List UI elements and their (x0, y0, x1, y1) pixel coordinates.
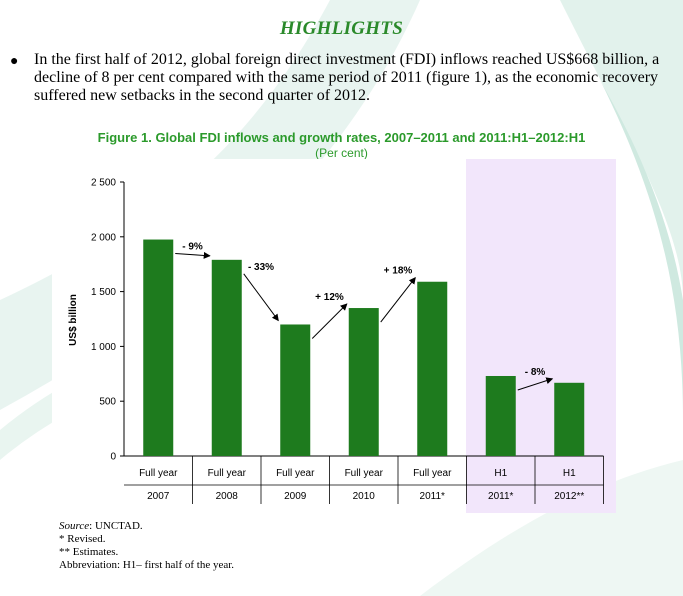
x-tick-label-line2: 2012** (554, 491, 584, 502)
revised-note: * Revised. (59, 533, 106, 545)
x-tick-label-line2: 2009 (284, 491, 307, 502)
growth-rate-label: + 18% (384, 266, 413, 277)
growth-rate-label: - 9% (182, 242, 203, 253)
y-tick-label: 500 (99, 397, 116, 408)
growth-arrow (380, 276, 416, 323)
y-tick-label: 2 500 (91, 178, 116, 189)
x-tick-label-line2: 2007 (147, 491, 170, 502)
growth-rate-label: - 33% (248, 262, 274, 273)
growth-rate-label: + 12% (315, 292, 344, 303)
growth-rate-label: - 8% (525, 367, 546, 378)
bar-5 (485, 375, 516, 456)
source-value: : UNCTAD. (89, 520, 143, 532)
source-label: Source (59, 520, 90, 532)
figure-subtitle: (Per cent) (315, 146, 368, 160)
page-heading: HIGHLIGHTS (279, 18, 404, 39)
bar-3 (348, 308, 379, 456)
growth-arrow (517, 377, 554, 391)
abbreviation-note: Abbreviation: H1– first half of the year… (59, 559, 235, 571)
y-tick-label: 1 000 (91, 342, 116, 353)
growth-arrow (311, 303, 348, 339)
x-tick-label-line2: 2010 (353, 491, 376, 502)
bar-4 (417, 281, 448, 456)
x-tick-label-line1: Full year (413, 468, 452, 479)
x-tick-label-line2: 2008 (216, 491, 239, 502)
x-tick-label-line2: 2011* (488, 491, 514, 502)
highlight-paragraph: In the first half of 2012, global foreig… (34, 51, 660, 104)
y-tick-label: 0 (110, 452, 116, 463)
x-tick-label-line1: Full year (139, 468, 178, 479)
x-tick-label-line1: H1 (563, 468, 576, 479)
figure-notes: Source: UNCTAD. * Revised. ** Estimates.… (59, 520, 234, 572)
x-tick-label-line2: 2011* (420, 491, 446, 502)
x-tick-label-line1: H1 (494, 468, 507, 479)
x-tick-label-line1: Full year (208, 468, 247, 479)
estimates-note: ** Estimates. (59, 546, 119, 558)
bar-6 (554, 382, 585, 456)
figure-title: Figure 1. Global FDI inflows and growth … (97, 130, 586, 145)
x-tick-label-line1: Full year (276, 468, 315, 479)
y-tick-label: 2 000 (91, 232, 116, 243)
y-axis-label: US$ billion (68, 294, 79, 346)
bar-0 (143, 239, 174, 456)
bar-1 (211, 259, 242, 456)
bullet-marker: ● (10, 54, 19, 69)
bar-2 (280, 324, 311, 456)
growth-arrow (175, 251, 211, 259)
source-note: Source: UNCTAD. (59, 520, 234, 533)
x-tick-label-line1: Full year (345, 468, 384, 479)
growth-arrow (243, 273, 279, 322)
y-tick-label: 1 500 (91, 287, 116, 298)
